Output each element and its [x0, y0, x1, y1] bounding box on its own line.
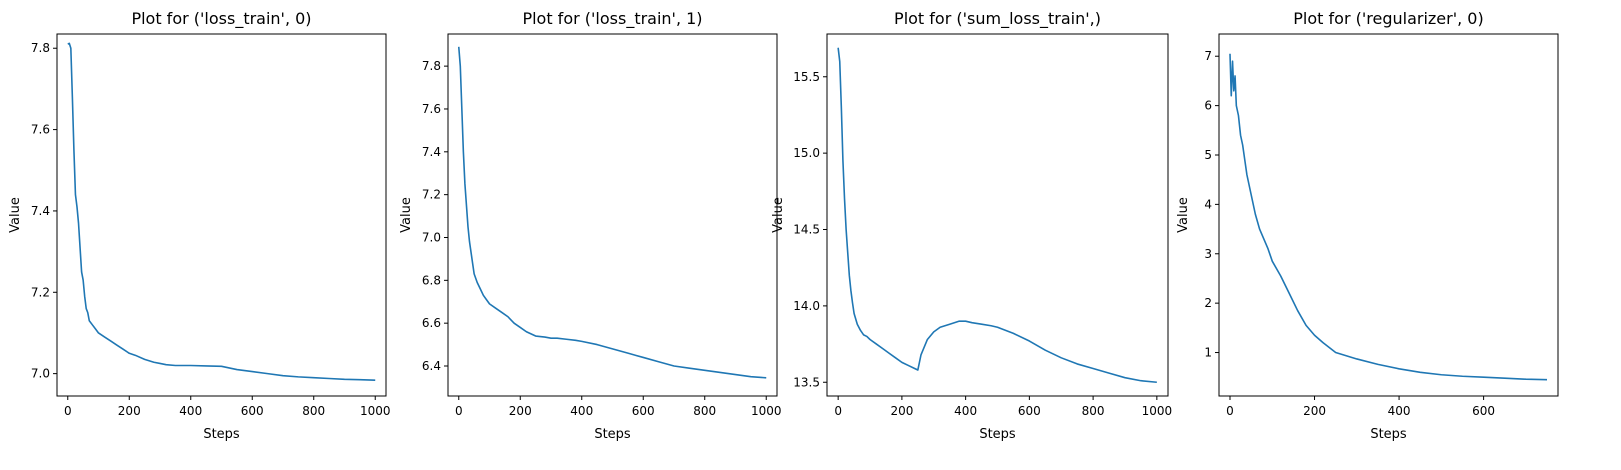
y-tick-label: 7.0 — [31, 367, 50, 381]
x-axis-label: Steps — [979, 427, 1016, 442]
plot-frame — [1218, 33, 1559, 397]
plot-frame — [826, 33, 1169, 397]
y-tick-label: 7.4 — [422, 145, 441, 159]
series-line — [457, 46, 767, 379]
y-tick-label: 1 — [1204, 346, 1212, 360]
y-tick-label: 3 — [1204, 247, 1212, 261]
y-tick-label: 6.4 — [422, 359, 441, 373]
y-tick-label: 14.5 — [793, 223, 820, 237]
x-axis-label: Steps — [1370, 427, 1407, 442]
y-tick-label: 15.5 — [793, 70, 820, 84]
y-tick-label: 4 — [1204, 197, 1212, 211]
subplot-4: Plot for ('regularizer', 0) Steps Value … — [1176, 9, 1559, 442]
chart-title: Plot for ('loss_train', 0) — [131, 9, 311, 29]
x-tick-label: 800 — [302, 404, 325, 418]
y-tick-label: 7.4 — [31, 204, 50, 218]
y-tick-label: 6.8 — [422, 273, 441, 287]
x-tick-label: 400 — [1388, 404, 1411, 418]
chart-title: Plot for ('loss_train', 1) — [522, 9, 702, 29]
y-tick-label: 7 — [1204, 49, 1212, 63]
x-axis-label: Steps — [594, 427, 631, 442]
y-tick-label: 7.6 — [422, 102, 441, 116]
x-tick-label: 200 — [890, 404, 913, 418]
subplot-3: Plot for ('sum_loss_train',) Steps Value… — [771, 9, 1172, 442]
x-tick-label: 600 — [241, 404, 264, 418]
x-tick-label: 0 — [64, 404, 72, 418]
x-tick-label: 200 — [118, 404, 141, 418]
chart-title: Plot for ('regularizer', 0) — [1293, 9, 1483, 28]
x-tick-label: 400 — [179, 404, 202, 418]
x-tick-label: 600 — [1472, 404, 1495, 418]
x-axis-label: Steps — [203, 427, 240, 442]
x-tick-label: 600 — [632, 404, 655, 418]
y-tick-label: 6.6 — [422, 316, 441, 330]
x-tick-label: 0 — [1226, 404, 1234, 418]
y-axis-label: Value — [771, 197, 786, 233]
x-tick-label: 400 — [954, 404, 977, 418]
x-tick-label: 200 — [1303, 404, 1326, 418]
x-tick-label: 1000 — [360, 404, 391, 418]
x-tick-label: 200 — [509, 404, 532, 418]
plot-frame — [447, 33, 778, 397]
y-tick-label: 7.0 — [422, 230, 441, 244]
x-tick-label: 0 — [455, 404, 463, 418]
x-tick-label: 1000 — [1142, 404, 1173, 418]
y-tick-label: 7.2 — [31, 285, 50, 299]
x-tick-label: 0 — [834, 404, 842, 418]
y-axis-label: Value — [399, 197, 414, 233]
y-axis-label: Value — [1176, 197, 1191, 233]
subplot-2: Plot for ('loss_train', 1) Steps Value 0… — [399, 9, 782, 442]
y-tick-label: 14.0 — [793, 299, 820, 313]
y-tick-label: 6 — [1204, 99, 1212, 113]
y-tick-label: 15.0 — [793, 146, 820, 160]
x-tick-label: 800 — [693, 404, 716, 418]
series-line — [67, 42, 376, 381]
chart-title: Plot for ('sum_loss_train',) — [894, 9, 1101, 29]
x-tick-label: 800 — [1082, 404, 1105, 418]
y-axis-label: Value — [8, 197, 23, 233]
plot-frame — [56, 33, 387, 397]
y-tick-label: 7.8 — [31, 41, 50, 55]
x-tick-label: 600 — [1018, 404, 1041, 418]
y-tick-label: 2 — [1204, 296, 1212, 310]
y-tick-label: 7.6 — [31, 123, 50, 137]
subplot-1: Plot for ('loss_train', 0) Steps Value 0… — [8, 9, 391, 442]
y-tick-label: 7.2 — [422, 188, 441, 202]
x-tick-label: 1000 — [751, 404, 782, 418]
y-tick-label: 7.8 — [422, 59, 441, 73]
series-line — [837, 47, 1157, 384]
y-tick-label: 13.5 — [793, 375, 820, 389]
y-tick-label: 5 — [1204, 148, 1212, 162]
x-tick-label: 400 — [570, 404, 593, 418]
series-line — [1229, 53, 1548, 381]
